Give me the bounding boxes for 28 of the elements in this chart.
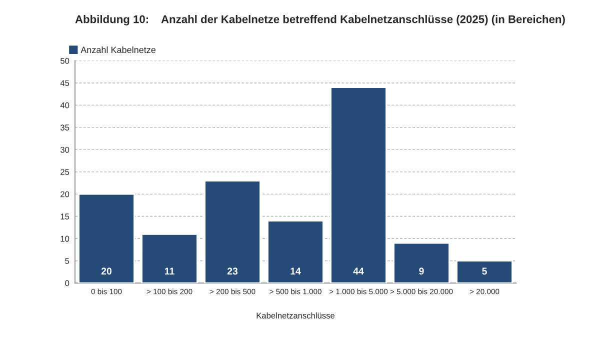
- y-tick-label: 0: [65, 280, 70, 286]
- bar: [330, 86, 387, 284]
- chart-title: Abbildung 10: Anzahl der Kabelnetze betreffend Kabelnetzanschlüsse (2025) (in Bereichen): [75, 15, 565, 26]
- data-label: 5: [482, 268, 487, 275]
- y-tick-label: 30: [60, 146, 70, 153]
- y-tick-label: 20: [60, 191, 70, 198]
- y-tick-label: 50: [60, 58, 70, 64]
- data-label: 23: [227, 268, 238, 275]
- bar: [204, 180, 261, 284]
- data-label: 11: [164, 268, 174, 274]
- data-label: 20: [101, 268, 112, 275]
- y-tick-label: 15: [60, 214, 70, 220]
- data-label: 9: [419, 268, 424, 275]
- data-label: 14: [290, 268, 301, 274]
- bar: [141, 233, 198, 284]
- data-label: 44: [353, 268, 364, 274]
- bar: [267, 220, 324, 284]
- bar: [456, 260, 513, 284]
- y-tick-label: 25: [60, 169, 70, 175]
- y-tick-label: 35: [60, 124, 70, 130]
- y-tick-label: 10: [60, 236, 70, 242]
- bar: [393, 242, 450, 284]
- y-tick-label: 45: [60, 80, 70, 86]
- x-axis-title: Kabelnetzanschlüsse: [256, 312, 335, 319]
- y-tick-label: 40: [60, 102, 70, 108]
- legend-label: Anzahl Kabelnetze: [80, 46, 156, 54]
- y-tick-label: 5: [65, 258, 70, 264]
- bar: [78, 193, 135, 284]
